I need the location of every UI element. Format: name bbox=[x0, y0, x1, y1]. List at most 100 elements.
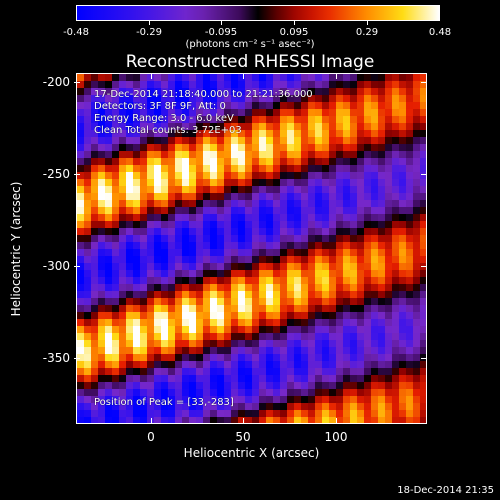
image-pixel bbox=[252, 172, 260, 180]
image-pixel bbox=[315, 361, 323, 369]
image-pixel bbox=[105, 382, 113, 390]
image-pixel bbox=[350, 81, 358, 89]
image-pixel bbox=[119, 179, 127, 187]
image-pixel bbox=[140, 410, 148, 418]
image-pixel bbox=[392, 361, 400, 369]
image-pixel bbox=[378, 151, 386, 159]
image-pixel bbox=[252, 179, 260, 187]
image-pixel bbox=[336, 410, 344, 418]
image-pixel bbox=[350, 410, 358, 418]
image-pixel bbox=[329, 340, 337, 348]
image-pixel bbox=[140, 298, 148, 306]
image-pixel bbox=[343, 396, 351, 404]
image-pixel bbox=[399, 333, 407, 341]
image-pixel bbox=[140, 291, 148, 299]
image-pixel bbox=[203, 312, 211, 320]
image-pixel bbox=[112, 123, 120, 131]
image-pixel bbox=[105, 214, 113, 222]
image-pixel bbox=[210, 193, 218, 201]
image-pixel bbox=[322, 347, 330, 355]
image-pixel bbox=[161, 116, 169, 124]
image-pixel bbox=[224, 291, 232, 299]
image-pixel bbox=[350, 235, 358, 243]
image-pixel bbox=[343, 277, 351, 285]
image-pixel bbox=[322, 228, 330, 236]
image-pixel bbox=[91, 382, 99, 390]
image-pixel bbox=[91, 361, 99, 369]
image-pixel bbox=[350, 417, 358, 423]
image-pixel bbox=[392, 235, 400, 243]
image-pixel bbox=[224, 179, 232, 187]
image-pixel bbox=[357, 305, 365, 313]
image-pixel bbox=[385, 249, 393, 257]
image-pixel bbox=[343, 74, 351, 82]
image-pixel bbox=[287, 382, 295, 390]
image-pixel bbox=[112, 354, 120, 362]
image-pixel bbox=[357, 242, 365, 250]
image-pixel bbox=[196, 102, 204, 110]
image-pixel bbox=[350, 207, 358, 215]
image-pixel bbox=[273, 88, 281, 96]
image-pixel bbox=[189, 165, 197, 173]
image-pixel bbox=[294, 319, 302, 327]
image-pixel bbox=[112, 235, 120, 243]
image-pixel bbox=[301, 277, 309, 285]
image-pixel bbox=[119, 312, 127, 320]
image-pixel bbox=[238, 291, 246, 299]
image-pixel bbox=[133, 263, 141, 271]
image-pixel bbox=[350, 186, 358, 194]
image-pixel bbox=[210, 123, 218, 131]
image-pixel bbox=[217, 375, 225, 383]
image-pixel bbox=[112, 158, 120, 166]
image-pixel bbox=[147, 242, 155, 250]
image-pixel bbox=[392, 137, 400, 145]
image-pixel bbox=[154, 200, 162, 208]
image-pixel bbox=[140, 228, 148, 236]
image-pixel bbox=[77, 109, 85, 117]
image-pixel bbox=[378, 410, 386, 418]
image-pixel bbox=[112, 214, 120, 222]
image-pixel bbox=[175, 151, 183, 159]
image-pixel bbox=[259, 291, 267, 299]
image-pixel bbox=[196, 221, 204, 229]
image-pixel bbox=[294, 410, 302, 418]
image-pixel bbox=[231, 368, 239, 376]
image-pixel bbox=[119, 95, 127, 103]
image-pixel bbox=[308, 137, 316, 145]
image-pixel bbox=[357, 340, 365, 348]
image-pixel bbox=[392, 116, 400, 124]
image-pixel bbox=[266, 277, 274, 285]
image-pixel bbox=[91, 130, 99, 138]
colorbar-tick bbox=[149, 21, 150, 25]
image-pixel bbox=[308, 263, 316, 271]
image-pixel bbox=[273, 263, 281, 271]
image-pixel bbox=[371, 368, 379, 376]
image-pixel bbox=[154, 109, 162, 117]
image-pixel bbox=[161, 95, 169, 103]
image-pixel bbox=[378, 193, 386, 201]
image-pixel bbox=[371, 158, 379, 166]
image-pixel bbox=[413, 256, 421, 264]
image-pixel bbox=[147, 144, 155, 152]
image-pixel bbox=[413, 382, 421, 390]
image-pixel bbox=[168, 403, 176, 411]
image-pixel bbox=[168, 333, 176, 341]
image-pixel bbox=[245, 354, 253, 362]
image-pixel bbox=[413, 130, 421, 138]
image-pixel bbox=[217, 137, 225, 145]
image-pixel bbox=[266, 109, 274, 117]
image-pixel bbox=[287, 312, 295, 320]
image-pixel bbox=[126, 242, 134, 250]
image-pixel bbox=[308, 151, 316, 159]
image-pixel bbox=[399, 228, 407, 236]
image-pixel bbox=[378, 179, 386, 187]
image-pixel bbox=[322, 179, 330, 187]
image-pixel bbox=[392, 277, 400, 285]
image-pixel bbox=[308, 256, 316, 264]
image-pixel bbox=[259, 263, 267, 271]
image-pixel bbox=[224, 354, 232, 362]
image-pixel bbox=[112, 102, 120, 110]
image-pixel bbox=[154, 102, 162, 110]
image-pixel bbox=[133, 396, 141, 404]
image-pixel bbox=[175, 375, 183, 383]
